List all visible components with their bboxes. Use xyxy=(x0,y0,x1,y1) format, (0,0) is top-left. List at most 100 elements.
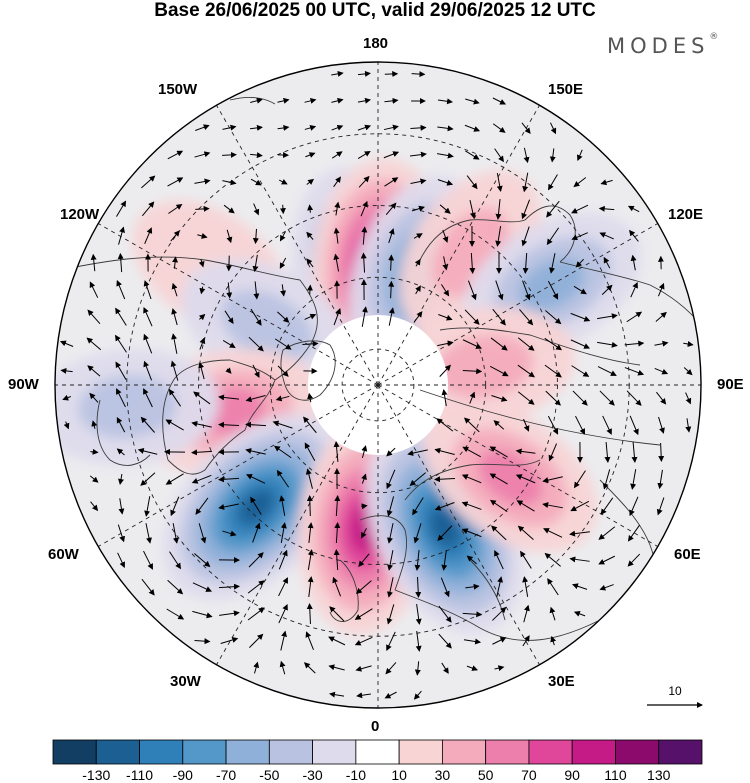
wind-arrow xyxy=(434,447,455,455)
wind-arrow xyxy=(386,496,395,517)
wind-arrow xyxy=(437,340,454,347)
wind-arrow xyxy=(624,367,645,376)
wind-arrow xyxy=(495,226,502,247)
wind-arrow xyxy=(577,149,583,162)
wind-arrow xyxy=(253,281,260,300)
wind-arrow xyxy=(198,523,207,544)
wind-arrow xyxy=(626,390,642,406)
wind-arrow xyxy=(272,420,293,429)
wind-arrow xyxy=(462,368,483,375)
wind-arrow xyxy=(307,392,314,403)
wind-arrow xyxy=(542,476,563,484)
wind-arrow xyxy=(415,631,422,652)
wind-arrow xyxy=(630,281,638,298)
wind-arrow xyxy=(544,552,561,567)
wind-arrow xyxy=(631,441,638,463)
colorbar-tick-label: 50 xyxy=(477,767,494,783)
wind-arrow xyxy=(571,232,588,241)
wind-arrow xyxy=(280,284,287,297)
wind-arrow xyxy=(280,630,287,651)
wind-arrow xyxy=(627,553,641,567)
wind-arrow xyxy=(333,176,341,188)
wind-arrow xyxy=(597,313,618,320)
wind-arrow xyxy=(629,229,639,242)
wind-arrow xyxy=(489,499,508,513)
wind-arrow xyxy=(388,254,395,271)
wind-arrow xyxy=(358,175,370,188)
lon-label-90w: 90W xyxy=(8,376,39,393)
wind-arrow xyxy=(413,233,423,239)
lon-label-120w: 120W xyxy=(60,206,100,223)
wind-arrow xyxy=(332,576,342,597)
wind-arrow xyxy=(521,226,530,247)
wind-arrow xyxy=(521,122,531,134)
wind-arrow xyxy=(303,662,316,674)
wind-arrow xyxy=(87,365,101,377)
wind-arrow xyxy=(116,279,126,300)
wind-arrow xyxy=(118,473,124,485)
wind-arrow xyxy=(387,577,394,598)
wind-arrow xyxy=(547,415,559,435)
anomaly-contour xyxy=(478,449,543,506)
colorbar-swatch xyxy=(52,739,97,765)
wind-arrow xyxy=(306,178,315,185)
wind-arrow xyxy=(117,252,124,273)
wind-arrow xyxy=(571,204,589,214)
wind-arrow xyxy=(496,576,504,597)
wind-arrow xyxy=(493,420,505,430)
wind-arrow xyxy=(469,391,476,404)
wind-arrow xyxy=(462,339,482,349)
colorbar-tick-label: -50 xyxy=(259,767,280,783)
wind-arrow xyxy=(361,503,368,510)
wind-arrow xyxy=(137,448,158,455)
colorbar-swatch xyxy=(95,739,140,765)
colorbar-swatch xyxy=(571,739,616,765)
wind-arrow xyxy=(331,97,344,104)
wind-arrow xyxy=(248,336,264,352)
colorbar-tick-label: -110 xyxy=(126,767,154,783)
wind-arrow xyxy=(166,608,185,620)
wind-arrow xyxy=(334,201,341,216)
wind-arrow xyxy=(629,496,639,517)
wind-arrow xyxy=(225,367,232,374)
wind-arrow xyxy=(250,152,263,159)
wind-arrow xyxy=(252,254,259,273)
wind-arrow xyxy=(602,415,612,435)
wind-arrow xyxy=(658,416,665,434)
wind-arrow xyxy=(248,552,264,568)
wind-arrow xyxy=(252,364,260,378)
wind-arrow xyxy=(685,418,692,433)
wind-arrow xyxy=(141,175,156,189)
wind-arrow xyxy=(465,150,480,160)
wind-arrow xyxy=(523,147,530,164)
wind-arrow xyxy=(304,313,317,320)
colorbar-tick-label: 30 xyxy=(434,767,451,783)
wind-arrow xyxy=(656,497,665,516)
wind-arrow xyxy=(388,228,395,244)
wind-arrow xyxy=(90,253,97,272)
wind-arrow xyxy=(522,635,530,647)
colorbar-tick-label: -130 xyxy=(82,767,111,783)
wind-arrow xyxy=(388,307,395,326)
wind-arrow xyxy=(604,441,611,463)
wind-arrow xyxy=(412,497,424,516)
wind-arrow xyxy=(603,256,611,269)
wind-arrow xyxy=(168,388,182,407)
wind-arrow xyxy=(220,637,239,644)
colorbar-tick-label: -10 xyxy=(345,767,366,783)
wind-arrow xyxy=(492,637,507,645)
wind-arrow xyxy=(167,177,184,187)
meridian-line xyxy=(377,105,540,386)
wind-arrow xyxy=(218,421,240,428)
anomaly-contour xyxy=(429,507,461,549)
wind-arrow xyxy=(441,662,449,674)
wind-arrow xyxy=(517,337,535,351)
colorbar xyxy=(52,739,703,765)
wind-arrow xyxy=(600,179,613,186)
wind-arrow xyxy=(167,579,184,595)
colorbar-swatch xyxy=(485,739,530,765)
wind-arrow xyxy=(245,421,267,428)
wind-arrow xyxy=(89,281,99,298)
wind-arrow xyxy=(658,442,665,463)
